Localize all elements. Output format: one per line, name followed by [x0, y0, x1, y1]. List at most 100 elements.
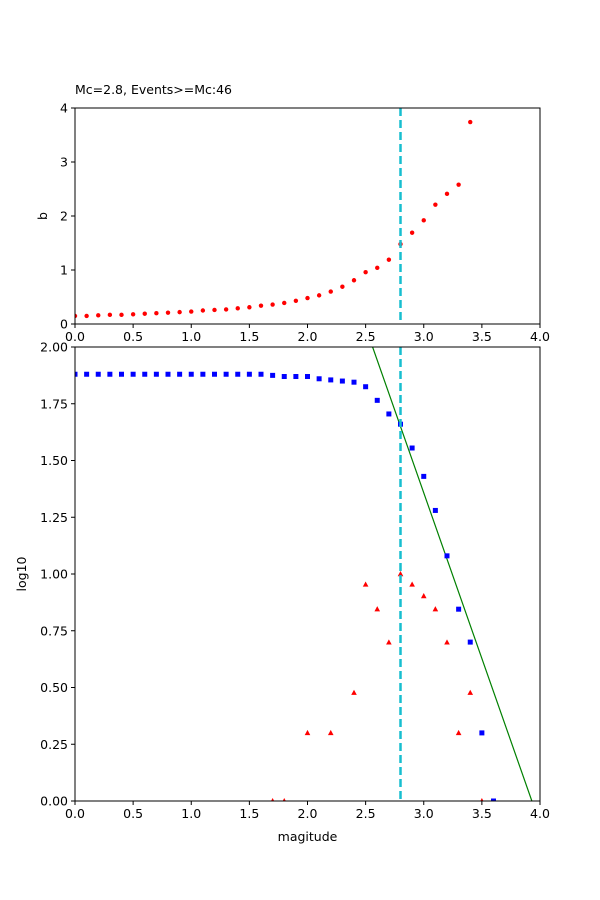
log10-series-0-point — [432, 507, 438, 513]
log10-series-0-point — [479, 730, 485, 736]
log10-y-tick-label: 0.75 — [40, 623, 68, 638]
b-value-series-0-point — [235, 306, 240, 311]
log10-y-axis-label: log10 — [14, 556, 29, 591]
b-value-series-0-point — [340, 284, 345, 289]
log10-series-1-point — [467, 689, 474, 695]
b-value-x-tick-label: 2.5 — [356, 329, 376, 344]
log10-series-0-point — [328, 377, 334, 383]
log10-series-0-point — [305, 374, 310, 380]
log10-series-0-point — [293, 374, 299, 380]
b-value-panel: 0.0 0.5 1.0 1.5 2.0 2.5 3.0 3.5 4.0 0 1 2 3 4 Mc=2.8,… — [35, 82, 550, 344]
log10-y-tick-label: 2.00 — [40, 340, 68, 355]
log10-x-tick-label: 0.5 — [123, 806, 143, 821]
log10-series-0-point — [107, 371, 113, 377]
log10-series-0-point — [467, 639, 473, 645]
b-value-series-0-point — [165, 310, 171, 315]
b-value-series-0-point — [177, 309, 182, 315]
b-value-series-0-point — [107, 312, 113, 318]
log10-y-tick-label: 1.00 — [40, 567, 68, 582]
b-value-y-axis-label: b — [35, 212, 50, 220]
log10-series-0-point — [95, 371, 101, 377]
b-value-y-tick-label: 0 — [60, 317, 68, 332]
b-value-x-tick-label: 4.0 — [530, 329, 550, 344]
b-value-series-0-point — [328, 289, 333, 294]
b-value-series-0-point — [130, 312, 136, 317]
log10-series-1-point — [304, 729, 311, 736]
b-value-series-0-point — [316, 293, 322, 298]
b-value-x-tick-label: 1.0 — [181, 329, 201, 344]
log10-x-axis-label: magitude — [278, 829, 338, 844]
b-value-series-0-point — [363, 269, 368, 275]
log10-x-tick-label: 1.0 — [181, 806, 201, 821]
log10-x-tick-label: 2.0 — [298, 806, 318, 821]
b-value-series-0-point — [409, 230, 415, 235]
log10-series-1-point — [282, 798, 286, 801]
log10-series-0-point — [456, 606, 462, 612]
log10-series-0-point — [119, 371, 124, 377]
b-value-series-0-point — [84, 313, 89, 319]
log10-series-0-point — [246, 371, 252, 377]
log10-series-0-point — [363, 384, 369, 390]
log10-y-tick-label: 1.75 — [40, 396, 68, 411]
b-value-series-0-point — [351, 278, 357, 283]
b-value-series-0-point — [119, 312, 124, 318]
b-value-series-0-point — [282, 300, 287, 306]
log10-series-1-point — [351, 689, 357, 695]
b-value-series-0-point — [75, 313, 78, 319]
log10-series-0-point — [281, 374, 287, 380]
b-value-x-tick-label: 1.5 — [239, 329, 259, 344]
b-value-y-tick-label: 3 — [60, 155, 68, 170]
b-value-y-tick-label: 1 — [60, 263, 68, 278]
log10-y-tick-label: 1.50 — [40, 453, 68, 468]
b-value-series-0-point — [433, 202, 438, 207]
log10-series-1-point — [409, 581, 415, 587]
b-value-series-0-point — [212, 307, 217, 313]
log10-series-0-point — [316, 376, 322, 382]
b-value-title: Mc=2.8, Events>=Mc:46 — [75, 82, 232, 97]
log10-series-0-point — [223, 371, 229, 377]
b-value-series-0-point — [223, 307, 229, 312]
log10-series-0-point — [258, 371, 264, 377]
b-value-series-0-point — [258, 303, 264, 308]
b-value-series-0-point — [189, 309, 194, 314]
b-value-series-0-point — [270, 302, 275, 307]
log10-series-0-point — [444, 553, 450, 559]
log10-x-tick-label: 1.5 — [239, 806, 259, 821]
log10-series-0-point — [212, 371, 217, 377]
b-value-y-tick-label: 4 — [60, 101, 68, 116]
b-value-series-0-point — [96, 313, 101, 318]
log10-series-1-point — [397, 571, 404, 577]
log10-series-0-point — [177, 371, 183, 377]
log10-series-0-point — [386, 411, 392, 417]
log10-y-tick-label: 0.00 — [40, 794, 68, 809]
b-value-series-0-point — [421, 218, 426, 223]
log10-series-0-point — [75, 371, 78, 377]
log10-clipped-group — [75, 347, 533, 801]
log10-series-0-point — [374, 397, 380, 403]
b-value-x-tick-label: 3.0 — [414, 329, 434, 344]
log10-x-tick-label: 3.5 — [472, 806, 492, 821]
log10-y-tick-label: 0.25 — [40, 737, 68, 752]
log10-x-tick-label: 0.0 — [65, 806, 85, 821]
log10-series-1-point — [374, 606, 381, 612]
b-value-series-0-point — [468, 119, 473, 125]
b-value-series-0-point — [293, 298, 299, 303]
b-value-series-0-point — [375, 265, 380, 271]
log10-series-1-point — [386, 639, 392, 645]
log10-series-1-point — [432, 606, 439, 612]
log10-series-0-point — [142, 371, 148, 377]
b-value-series-0-point — [247, 305, 252, 310]
log10-series-0-point — [235, 371, 241, 377]
log10-axis-ticks: 0.0 0.5 1.0 1.5 2.0 2.5 3.0 3.5 4.0 0.00 0.25 0.50 0… — [40, 340, 550, 822]
log10-series-1-point — [362, 581, 369, 587]
b-value-axis-ticks: 0.0 0.5 1.0 1.5 2.0 2.5 3.0 3.5 4.0 0 1 2 3 4 — [60, 101, 550, 345]
log10-series-1-point — [480, 798, 484, 801]
log10-series-1-point — [444, 639, 450, 645]
log10-y-tick-label: 0.50 — [40, 680, 68, 695]
b-value-series-0-point — [456, 182, 461, 187]
log10-series-0-point — [165, 371, 171, 377]
log10-panel: 0.0 0.5 1.0 1.5 2.0 2.5 3.0 3.5 4.0 0.00 0.25 0.50 0… — [14, 340, 550, 845]
log10-series-0-point — [491, 798, 496, 801]
